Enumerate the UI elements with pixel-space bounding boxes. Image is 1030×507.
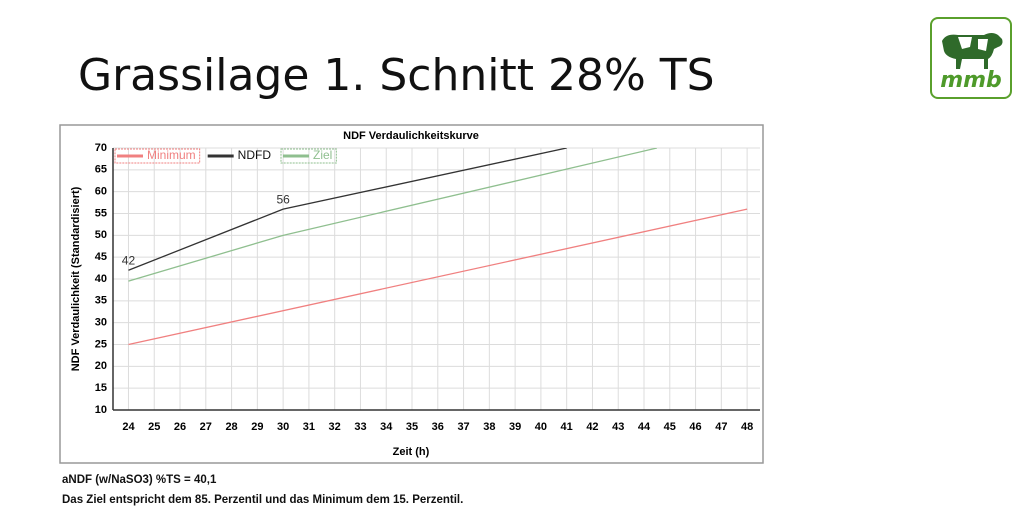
y-tick-label: 40 (95, 273, 107, 285)
x-tick-label: 31 (303, 421, 315, 433)
chart-title: NDF Verdaulichkeitskurve (343, 130, 479, 142)
x-tick-label: 48 (741, 421, 753, 433)
y-tick-label: 65 (95, 164, 107, 176)
x-tick-label: 43 (612, 421, 624, 433)
series-line (128, 208, 748, 346)
x-tick-label: 35 (406, 421, 418, 433)
x-tick-label: 38 (483, 421, 495, 433)
legend-highlight (280, 148, 337, 164)
y-tick-label: 30 (95, 317, 107, 329)
slide-title: Grassilage 1. Schnitt 28% TS (78, 50, 715, 101)
y-tick-label: 60 (95, 186, 107, 198)
x-axis-label: Zeit (h) (393, 446, 430, 458)
x-tick-label: 29 (251, 421, 263, 433)
y-tick-label: 10 (95, 404, 107, 416)
y-tick-label: 70 (95, 142, 107, 154)
x-tick-label: 42 (586, 421, 598, 433)
data-label: 56 (276, 192, 290, 206)
x-tick-label: 46 (689, 421, 701, 433)
y-tick-label: 50 (95, 229, 107, 241)
y-tick-label: 20 (95, 360, 107, 372)
x-tick-label: 26 (174, 421, 186, 433)
data-label: 42 (122, 253, 136, 267)
legend-highlight (114, 148, 201, 164)
x-tick-label: 39 (509, 421, 521, 433)
y-tick-label: 35 (95, 295, 107, 307)
series-line (128, 148, 567, 271)
y-tick-label: 25 (95, 338, 107, 350)
x-tick-label: 33 (354, 421, 366, 433)
x-tick-label: 41 (561, 421, 573, 433)
x-tick-label: 40 (535, 421, 547, 433)
logo: mmb (930, 17, 1012, 99)
logo-cow (942, 33, 1003, 69)
legend-label: Ziel (313, 148, 332, 162)
y-axis-label: NDF Verdaulichkeit (Standardisiert) (70, 186, 82, 371)
y-tick-label: 55 (95, 207, 107, 219)
x-tick-label: 47 (715, 421, 727, 433)
legend-label: Minimum (147, 148, 196, 162)
x-tick-label: 32 (329, 421, 341, 433)
x-tick-label: 24 (122, 421, 135, 433)
y-tick-label: 15 (95, 382, 107, 394)
chart: NDF Verdaulichkeitskurve Zeit (h) NDF Ve… (59, 124, 764, 464)
x-tick-label: 30 (277, 421, 289, 433)
x-tick-label: 25 (148, 421, 160, 433)
series-line (128, 148, 658, 282)
y-tick-label: 45 (95, 251, 107, 263)
x-tick-label: 36 (432, 421, 444, 433)
note: aNDF (w/NaSO3) %TS = 40,1 (62, 474, 217, 486)
note: Das Ziel entspricht dem 85. Perzentil un… (62, 494, 464, 506)
x-tick-label: 34 (380, 421, 393, 433)
x-tick-label: 27 (200, 421, 212, 433)
x-tick-label: 45 (664, 421, 676, 433)
x-tick-label: 44 (638, 421, 651, 433)
x-tick-label: 28 (225, 421, 237, 433)
logo-text: mmb (940, 68, 1002, 93)
legend-label: NDFD (238, 148, 272, 162)
x-tick-label: 37 (457, 421, 469, 433)
